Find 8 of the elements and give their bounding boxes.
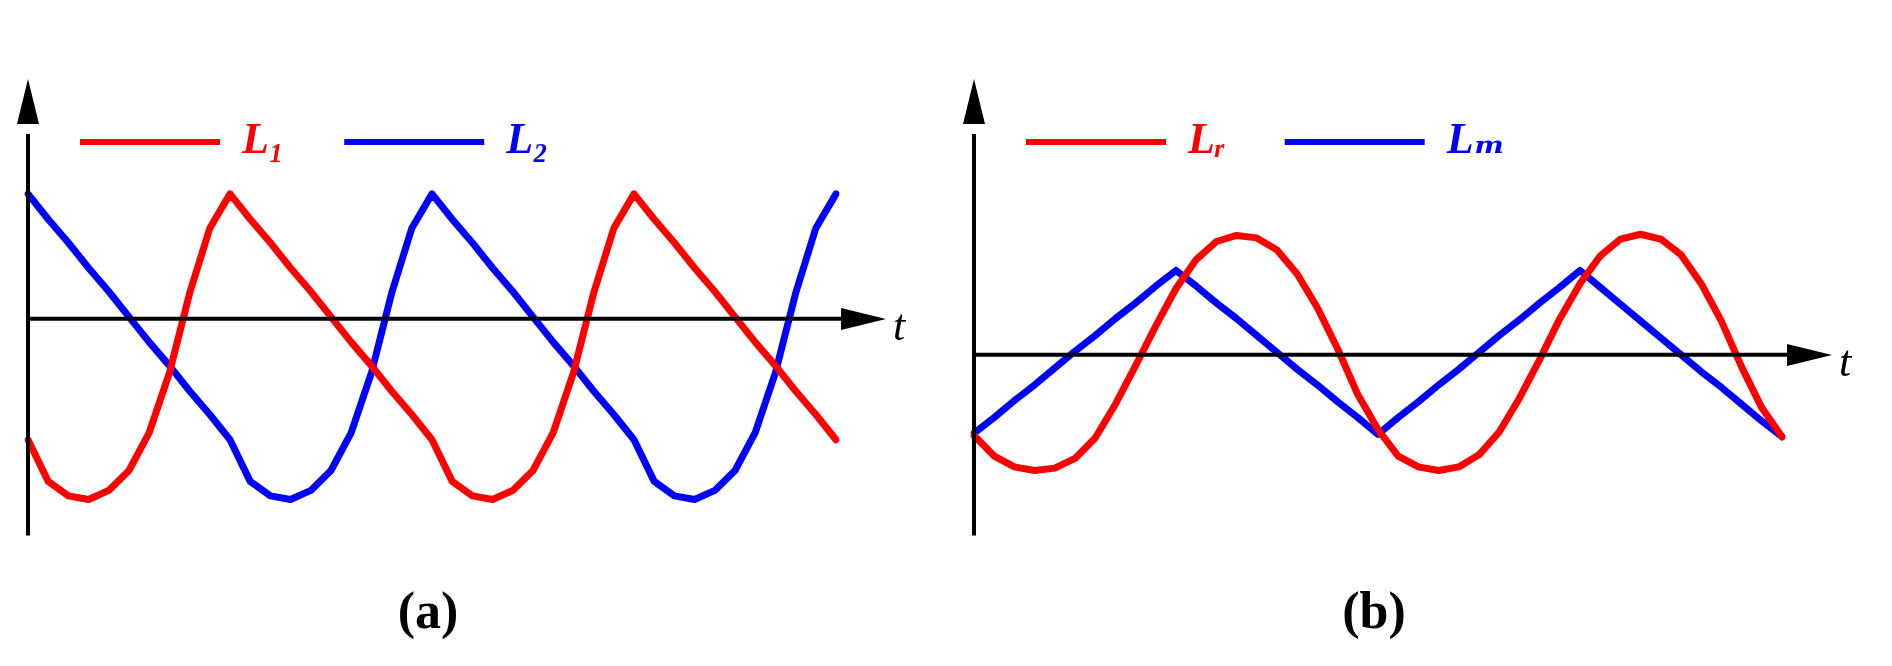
x-axis-title: t [893, 301, 907, 351]
legend-label: Lᵣ [1187, 114, 1225, 164]
text: (a) [397, 582, 459, 641]
legend-label: L₁ [241, 114, 285, 164]
x-axis-title: t [1839, 337, 1853, 387]
text: (b) [1342, 582, 1406, 641]
legend-label: Lₘ [1445, 114, 1506, 164]
legend-label: L₂ [505, 114, 549, 164]
